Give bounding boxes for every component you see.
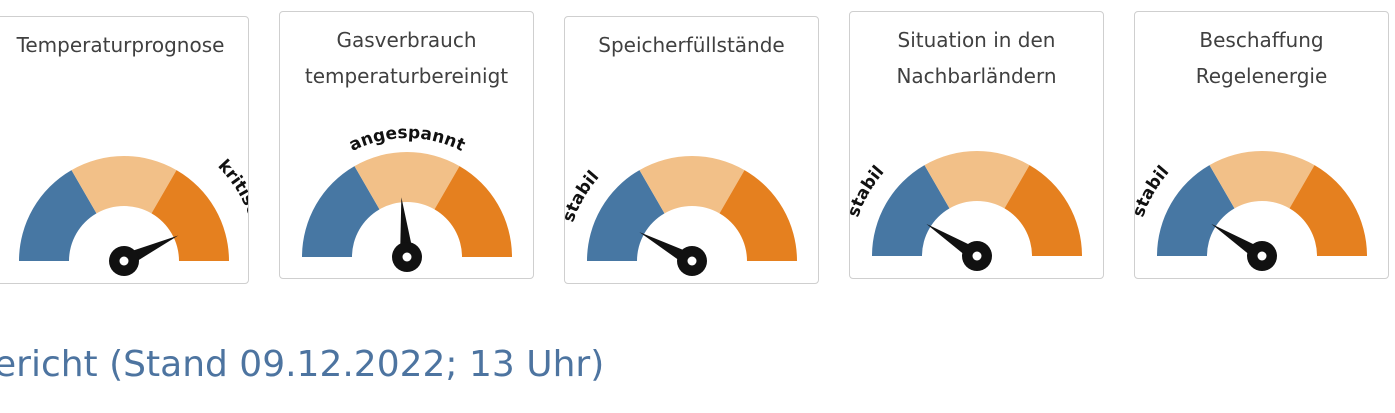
gauge-band-tense	[639, 156, 745, 214]
gauge-band-critical	[1004, 165, 1082, 256]
gauge-card-title-line: temperaturbereinigt	[304, 64, 509, 88]
gauge-needle-pin	[119, 256, 129, 266]
gauge-card-title: Speicherfüllstände	[565, 27, 818, 63]
gauge-dial: angespannt	[302, 123, 512, 272]
gauge-dial: stabil	[1135, 151, 1367, 271]
gauge-needle-pin	[1257, 251, 1267, 261]
gauge-card-title: Situation in den Nachbarländern	[850, 22, 1103, 94]
gauge-card-title: Temperaturprognose	[0, 27, 248, 63]
gauge-status-label: angespannt	[346, 123, 468, 156]
gauge-band-critical	[434, 166, 512, 257]
gauge-band-stable	[302, 166, 380, 257]
gauge-card-title-line: Speicherfüllstände	[598, 33, 785, 57]
gauge-band-stable	[872, 165, 950, 256]
gauge-card-balancing-energy[interactable]: Beschaffung Regelenergie stabil	[1134, 11, 1389, 279]
gauge-card-title-line: Beschaffung	[1199, 28, 1324, 52]
gauge-needle-pin	[402, 252, 412, 262]
gauge-card-temperature-forecast[interactable]: Temperaturprognose kritisch	[0, 16, 249, 284]
gauge-band-stable	[19, 170, 97, 261]
gauge-dial: kritisch	[19, 156, 248, 276]
gauge-card-storage-levels[interactable]: Speicherfüllstände stabil	[564, 16, 819, 284]
gauge-band-critical	[1289, 165, 1367, 256]
gauge-dial: stabil	[565, 156, 797, 276]
gauge-card-title: Beschaffung Regelenergie	[1135, 22, 1388, 94]
gauge-card-title-line: Regelenergie	[1195, 64, 1328, 88]
gauge-band-stable	[587, 170, 665, 261]
gauge-band-critical	[719, 170, 797, 261]
gauge-dial: stabil	[850, 151, 1082, 271]
gauge-card-neighbor-countries[interactable]: Situation in den Nachbarländern stabil	[849, 11, 1104, 279]
gauge-needle-pin	[687, 256, 697, 266]
gauge-card-title-line: Gasverbrauch	[336, 28, 477, 52]
report-headline: ericht (Stand 09.12.2022; 13 Uhr)	[0, 344, 605, 385]
gauge-card-title-line: Temperaturprognose	[16, 33, 225, 57]
gauge-band-critical	[151, 170, 229, 261]
gauge-band-tense	[354, 152, 460, 210]
gauge-band-tense	[924, 151, 1030, 209]
gauge-card-title: Gasverbrauch temperaturbereinigt	[280, 22, 533, 94]
gauge-band-tense	[71, 156, 177, 214]
gauge-band-tense	[1209, 151, 1315, 209]
gauge-card-gas-consumption[interactable]: Gasverbrauch temperaturbereinigt angespa…	[279, 11, 534, 279]
gauge-needle-pin	[972, 251, 982, 261]
gauge-card-title-line: Nachbarländern	[896, 64, 1057, 88]
gauge-band-stable	[1157, 165, 1235, 256]
gauge-card-title-line: Situation in den	[897, 28, 1056, 52]
